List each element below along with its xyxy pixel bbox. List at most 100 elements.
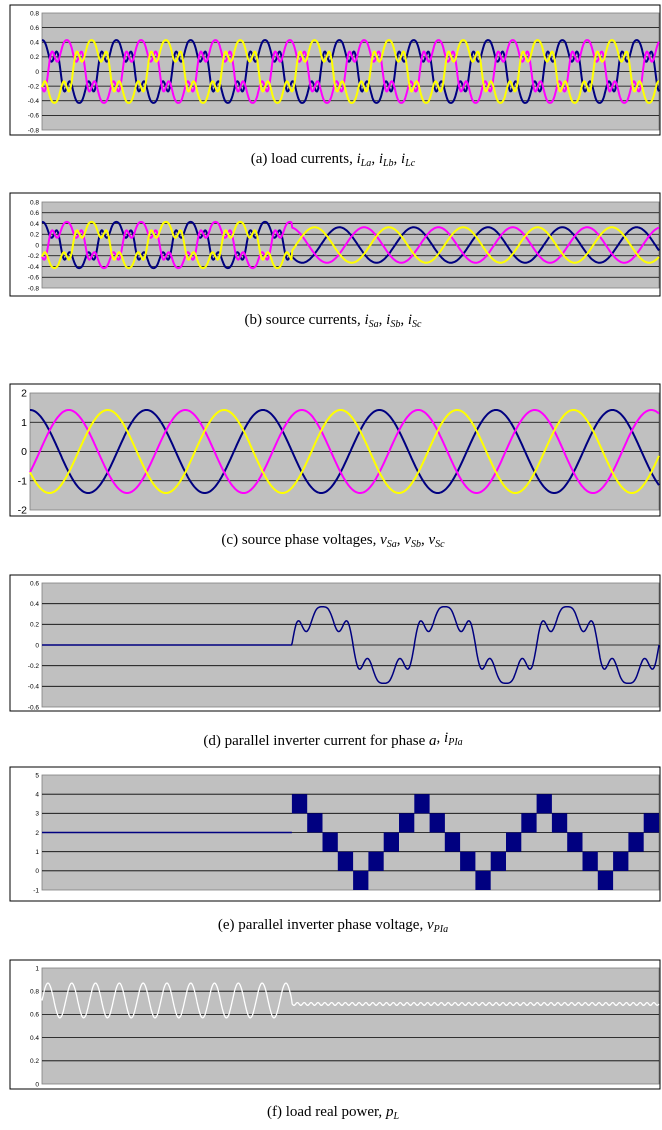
panel-b-series: [41, 220, 660, 270]
panel-d-y-ticks: 0.6 0.4 0.2 0 -0.2 -0.4 -0.6: [28, 580, 40, 711]
y-tick-label: -0.2: [28, 253, 40, 260]
y-tick-label: -0.2: [28, 83, 40, 90]
y-tick-label: 0.2: [30, 232, 39, 239]
series-line-1: [29, 409, 660, 494]
y-tick-label: 0.4: [30, 221, 39, 228]
panel-d: 0.6 0.4 0.2 0 -0.2 -0.4 -0.6 (d) parallel inve…: [9, 574, 661, 749]
y-tick-label: -0.2: [28, 663, 40, 670]
panel-b-y-ticks: 0.8 0.6 0.4 0.2 0 -0.2 -0.4 -0.6 -0.8: [28, 199, 40, 292]
series-step-block: [506, 832, 522, 852]
y-tick-label: 0.6: [30, 580, 39, 587]
series-line-2: [41, 220, 660, 270]
y-tick-label: 0: [21, 446, 27, 458]
panel-f-plot-area: [41, 967, 660, 1085]
y-tick-label: 0.8: [30, 199, 39, 206]
y-tick-label: 0.8: [30, 988, 39, 995]
series-step-block: [337, 851, 354, 871]
series-step-block: [551, 813, 568, 833]
y-tick-label: 4: [35, 791, 39, 798]
series-step-block: [291, 794, 308, 814]
series-line-3: [41, 220, 660, 270]
y-tick-label: -1: [33, 887, 39, 894]
series-step-block: [322, 832, 338, 852]
y-tick-label: -2: [18, 505, 27, 517]
panel-a-series: [41, 39, 660, 104]
series-line-1: [41, 39, 660, 104]
y-tick-label: 0.6: [30, 25, 39, 32]
series-step-block: [383, 832, 399, 852]
y-tick-label: 0.2: [30, 1058, 39, 1065]
series-step-block: [368, 851, 384, 871]
series-step-block: [567, 832, 583, 852]
series-step-block: [628, 832, 644, 852]
panel-b: 0.8 0.6 0.4 0.2 0 -0.2 -0.4 -0.6 -0.8 (b) source…: [9, 192, 661, 330]
y-tick-label: 0.4: [30, 1035, 39, 1042]
y-tick-label: 2: [21, 388, 27, 400]
y-tick-label: 0: [35, 1081, 39, 1088]
y-tick-label: 0.4: [30, 40, 39, 47]
panel-c-caption: (c) source phase voltages, vSa, vSb, vSc: [221, 532, 445, 550]
series-line-1: [41, 220, 660, 270]
panel-a-y-ticks: 0.8 0.6 0.4 0.2 0 -0.2 -0.4 -0.6 -0.8: [28, 10, 40, 134]
series-step-block: [582, 851, 598, 871]
series-step-block: [429, 813, 445, 833]
y-tick-label: 0.8: [30, 10, 39, 17]
panel-f-series: [41, 982, 660, 1019]
panel-e-y-ticks: 5 4 3 2 1 0 -1: [33, 772, 39, 894]
y-tick-label: 0: [35, 69, 39, 76]
y-tick-label: 0.4: [30, 601, 39, 608]
y-tick-label: 3: [35, 811, 39, 818]
y-tick-label: 2: [35, 830, 39, 837]
panel-f-y-ticks: 1 0.8 0.6 0.4 0.2 0: [30, 965, 39, 1088]
panel-e-caption: (e) parallel inverter phase voltage, vPI…: [218, 917, 448, 935]
y-tick-label: -0.6: [28, 704, 40, 711]
y-tick-label: -0.6: [28, 113, 40, 120]
series-line-2: [41, 39, 660, 104]
y-tick-label: -1: [18, 475, 27, 487]
y-tick-label: 0: [35, 868, 39, 875]
panel-a-caption: (a) load currents, iLa, iLb, iLc: [251, 151, 416, 169]
series-step-block: [597, 870, 614, 890]
y-tick-label: 1: [35, 965, 39, 972]
y-tick-label: -0.8: [28, 285, 40, 292]
y-tick-label: 0: [35, 642, 39, 649]
y-tick-label: -0.6: [28, 275, 40, 282]
y-tick-label: 0.2: [30, 622, 39, 629]
series-line-3: [41, 39, 660, 104]
series-step-block: [460, 851, 476, 871]
panel-e: 5 4 3 2 1 0 -1 (e) parallel inverter phase vol…: [9, 766, 661, 935]
panel-a: 0.8 0.6 0.4 0.2 0 -0.2 -0.4 -0.6 -0.8 (a) load c…: [9, 4, 661, 169]
series-step-block: [353, 870, 369, 890]
y-tick-label: 0.6: [30, 210, 39, 217]
y-tick-label: -0.4: [28, 684, 40, 691]
panel-f: 1 0.8 0.6 0.4 0.2 0 (f) load real power, pL: [9, 959, 661, 1122]
y-tick-label: 5: [35, 772, 39, 779]
panel-d-series: [41, 606, 660, 684]
panel-f-gridlines: [42, 990, 659, 1062]
series-step-block: [613, 851, 629, 871]
series-step-block: [475, 870, 491, 890]
series-step-block: [643, 813, 659, 833]
panel-c: 2 1 0 -1 -2 (c) source phase voltages, vSa, …: [9, 383, 661, 550]
y-tick-label: -0.4: [28, 264, 40, 271]
panel-b-caption: (b) source currents, iSa, iSb, iSc: [245, 312, 422, 330]
series-step-block: [444, 832, 461, 852]
y-tick-label: -0.8: [28, 127, 40, 134]
panel-d-caption: (d) parallel inverter current for phase …: [203, 730, 462, 749]
y-tick-label: 0: [35, 242, 39, 249]
series-step-block: [414, 794, 430, 814]
series-line-1: [41, 982, 660, 1019]
y-tick-label: 1: [35, 849, 39, 856]
y-tick-label: 0.6: [30, 1012, 39, 1019]
series-step-block: [536, 794, 552, 814]
series-step-block: [399, 813, 415, 833]
y-tick-label: 1: [21, 417, 27, 429]
series-step-block: [490, 851, 506, 871]
panel-c-series: [29, 409, 660, 494]
y-tick-label: 0.2: [30, 54, 39, 61]
series-step-block: [521, 813, 537, 833]
series-step-block: [307, 813, 323, 833]
panel-f-caption: (f) load real power, pL: [267, 1104, 399, 1122]
y-tick-label: -0.4: [28, 98, 40, 105]
